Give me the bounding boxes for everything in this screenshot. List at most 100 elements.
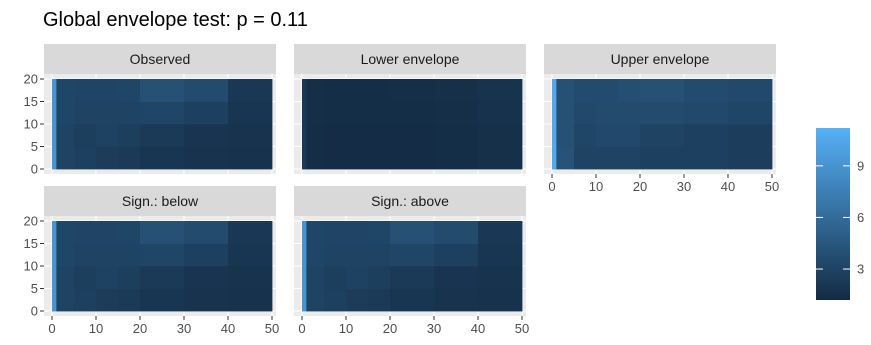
heatmap-cell bbox=[552, 79, 557, 102]
heatmap-cell bbox=[96, 79, 119, 102]
heatmap-cell bbox=[74, 101, 97, 125]
heatmap-cell bbox=[74, 266, 97, 289]
legend-tick-label: 9 bbox=[857, 158, 864, 173]
heatmap-cell bbox=[306, 266, 325, 289]
facet-panels: Observed 0 5 10 15 20 Lower envelope Upper enve… bbox=[24, 44, 779, 336]
heatmap-cell bbox=[368, 221, 391, 244]
heatmap-cell bbox=[368, 101, 391, 125]
heatmap-cell bbox=[618, 101, 641, 125]
heatmap-cell bbox=[596, 146, 619, 170]
heatmap-cell bbox=[556, 79, 575, 102]
heatmap-cell bbox=[324, 221, 347, 244]
heatmap-cell bbox=[434, 243, 479, 267]
heatmap-cell bbox=[302, 79, 307, 102]
heatmap-cell bbox=[56, 266, 75, 289]
heatmap-cell bbox=[434, 221, 479, 244]
x-tick-label: 50 bbox=[765, 179, 779, 194]
heatmap-cell bbox=[684, 124, 729, 147]
heatmap-cell bbox=[434, 146, 479, 170]
heatmap-cell bbox=[574, 124, 597, 147]
heatmap-cell bbox=[52, 79, 57, 102]
heatmap-cell bbox=[306, 146, 325, 170]
heatmap-cell bbox=[390, 124, 435, 147]
x-tick-label: 10 bbox=[589, 179, 603, 194]
y-tick-label: 15 bbox=[24, 236, 38, 251]
heatmap-cell bbox=[434, 79, 479, 102]
x-tick-label: 30 bbox=[177, 321, 191, 336]
heatmap-cell bbox=[140, 79, 185, 102]
heatmap-cell bbox=[184, 288, 229, 312]
heatmap-cell bbox=[728, 79, 773, 102]
x-tick-label: 20 bbox=[133, 321, 147, 336]
heatmap-cell bbox=[368, 266, 391, 289]
facet-strip-label: Sign.: above bbox=[371, 193, 449, 209]
heatmap-cell bbox=[390, 288, 435, 312]
heatmap-cell bbox=[346, 79, 369, 102]
x-tick-label: 50 bbox=[515, 321, 529, 336]
heatmap-cell bbox=[228, 146, 273, 170]
heatmap-cell bbox=[56, 221, 75, 244]
facet-strip-label: Upper envelope bbox=[611, 51, 710, 67]
x-tick-label: 0 bbox=[298, 321, 305, 336]
heatmap-cell bbox=[184, 124, 229, 147]
facet-strip-label: Lower envelope bbox=[361, 51, 460, 67]
heatmap-cell bbox=[390, 221, 435, 244]
heatmap-cell bbox=[346, 243, 369, 267]
heatmap-cell bbox=[96, 243, 119, 267]
heatmap-cell bbox=[52, 124, 57, 147]
heatmap-cell bbox=[618, 79, 641, 102]
y-tick-label: 0 bbox=[31, 162, 38, 177]
heatmap-cell bbox=[56, 146, 75, 170]
heatmap-cell bbox=[596, 101, 619, 125]
x-tick-label: 0 bbox=[48, 321, 55, 336]
heatmap-cell bbox=[574, 79, 597, 102]
heatmap-cell bbox=[52, 266, 57, 289]
heatmap-cell bbox=[74, 146, 97, 170]
heatmap-cell bbox=[306, 101, 325, 125]
heatmap-cell bbox=[184, 101, 229, 125]
heatmap-cell bbox=[302, 221, 307, 244]
heatmap-cell bbox=[96, 146, 119, 170]
heatmap-cell bbox=[140, 146, 185, 170]
heatmap-cell bbox=[118, 124, 141, 147]
heatmap-cell bbox=[302, 288, 307, 312]
heatmap-cell bbox=[368, 243, 391, 267]
heatmap-cell bbox=[228, 243, 273, 267]
heatmap-cell bbox=[434, 266, 479, 289]
legend-tick-label: 3 bbox=[857, 262, 864, 277]
heatmap-cell bbox=[346, 124, 369, 147]
heatmap-cell bbox=[184, 146, 229, 170]
heatmap-cell bbox=[390, 266, 435, 289]
heatmap-cell bbox=[140, 221, 185, 244]
heatmap-cell bbox=[52, 221, 57, 244]
x-tick-label: 50 bbox=[265, 321, 279, 336]
heatmap-cell bbox=[324, 124, 347, 147]
heatmap-cell bbox=[306, 221, 325, 244]
legend-tick-label: 6 bbox=[857, 210, 864, 225]
heatmap-cell bbox=[302, 124, 307, 147]
heatmap-cell bbox=[346, 288, 369, 312]
facet-strip bbox=[544, 44, 776, 74]
heatmap-cell bbox=[324, 101, 347, 125]
heatmap-cell bbox=[346, 221, 369, 244]
x-tick-label: 30 bbox=[677, 179, 691, 194]
heatmap-cell bbox=[640, 79, 685, 102]
heatmap-cell bbox=[574, 101, 597, 125]
heatmap-cell bbox=[52, 146, 57, 170]
heatmap-cell bbox=[302, 101, 307, 125]
heatmap-cell bbox=[368, 146, 391, 170]
heatmap-cell bbox=[368, 79, 391, 102]
heatmap-cell bbox=[596, 79, 619, 102]
heatmap-cell bbox=[302, 266, 307, 289]
y-tick-label: 0 bbox=[31, 304, 38, 319]
heatmap-cell bbox=[478, 243, 523, 267]
heatmap-cell bbox=[478, 288, 523, 312]
heatmap-cell bbox=[596, 124, 619, 147]
heatmap-cell bbox=[640, 146, 685, 170]
heatmap-cell bbox=[728, 146, 773, 170]
heatmap-cell bbox=[390, 146, 435, 170]
heatmap-cell bbox=[368, 288, 391, 312]
heatmap-cell bbox=[478, 101, 523, 125]
facet-panel: Observed 0 5 10 15 20 bbox=[24, 44, 276, 177]
heatmap-cell bbox=[556, 101, 575, 125]
